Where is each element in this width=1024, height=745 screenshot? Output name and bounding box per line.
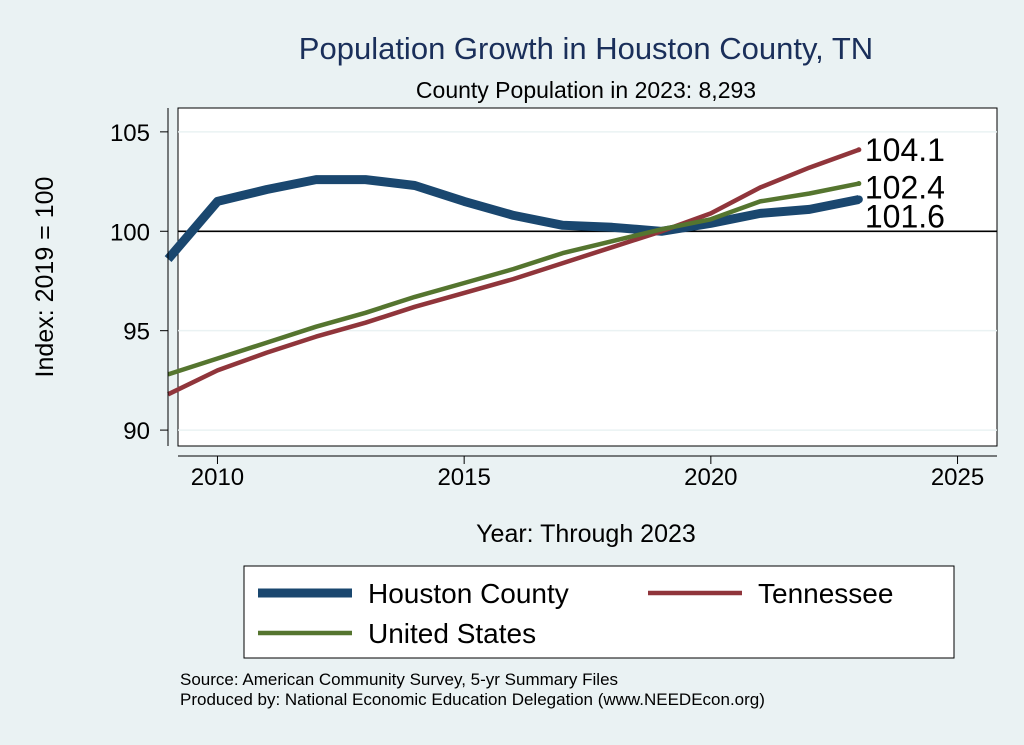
series-line-1 [167, 147, 860, 397]
source-note: Source: American Community Survey, 5-yr … [180, 670, 618, 689]
series-endpoint-0 [854, 195, 863, 204]
legend-label-1: Tennessee [758, 578, 893, 609]
end-label-1: 104.1 [865, 132, 945, 168]
y-ticks: 90 95 100 105 [110, 120, 168, 445]
legend: Houston County Tennessee United States [258, 578, 893, 649]
legend-box [243, 565, 955, 659]
plot-area [177, 107, 998, 447]
series-endpoint-2 [856, 181, 862, 187]
x-tick-label: 2015 [437, 464, 490, 491]
x-axis-title: Year: Through 2023 [476, 520, 696, 548]
series-line-0 [164, 175, 860, 263]
x-tick-label: 2010 [191, 464, 244, 491]
x-tick-label: 2025 [931, 464, 984, 491]
produced-by-note: Produced by: National Economic Education… [180, 690, 765, 709]
series-line-2 [167, 181, 860, 377]
x-ticks: 2010 2015 2020 2025 [191, 456, 984, 491]
chart-subtitle: County Population in 2023: 8,293 [416, 77, 756, 103]
legend-label-2: United States [368, 618, 536, 649]
series-endpoint-1 [856, 147, 862, 153]
end-label-0: 101.6 [865, 198, 945, 234]
y-tick-label: 90 [123, 418, 150, 445]
y-tick-label: 100 [110, 219, 150, 246]
end-label-2: 102.4 [865, 170, 945, 206]
chart-title: Population Growth in Houston County, TN [299, 31, 873, 66]
x-tick-label: 2020 [684, 464, 737, 491]
y-tick-label: 105 [110, 120, 150, 147]
legend-label-0: Houston County [368, 578, 569, 609]
y-tick-label: 95 [123, 319, 150, 346]
series-lines [164, 147, 863, 397]
y-axis-title: Index: 2019 = 100 [31, 177, 59, 378]
